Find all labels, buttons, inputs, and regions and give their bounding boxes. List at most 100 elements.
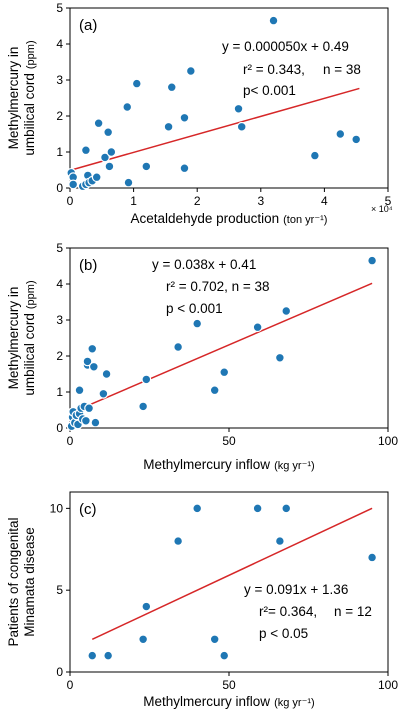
panel-b-ytick-label-4: 4	[56, 277, 63, 291]
panel-b-stats-r2: r² = 0.702, n = 38	[166, 279, 270, 294]
panel-a-point-18	[141, 161, 152, 172]
panel-b-point-22	[173, 342, 184, 352]
panel-b-point-11	[80, 415, 91, 426]
panel-a-point-11	[100, 152, 110, 163]
panel-a-xunit: (ton yr⁻¹)	[283, 214, 327, 226]
panel-b-ytick-label-5: 5	[56, 241, 63, 255]
panel-b-point-14	[84, 403, 94, 414]
svg-text:umbilical cord(ppm): umbilical cord (ppm)	[22, 40, 37, 155]
panel-c-point-7	[219, 650, 230, 661]
panel-b-point-25	[219, 367, 230, 378]
panel-a-equation: y = 0.000050x + 0.49	[222, 39, 349, 54]
panel-c-point-6	[209, 634, 220, 645]
panel-a-point-8	[91, 172, 102, 183]
panel-b: (b) Methylmercury in umbilical cord (ppm)…	[6, 241, 398, 472]
panel-a-point-24	[233, 103, 244, 114]
panel-a-stats-p: p< 0.001	[243, 83, 296, 98]
panel-a-yunit: (ppm)	[25, 40, 37, 69]
svg-text:umbilical cord(ppm): umbilical cord (ppm)	[22, 280, 37, 395]
panel-a-stats-n: n = 38	[323, 62, 361, 77]
panel-b-label: (b)	[79, 257, 97, 274]
panel-a-point-15	[122, 102, 133, 112]
panel-c-xtick-label-2: 100	[378, 678, 398, 692]
panel-c-point-8	[252, 503, 263, 514]
panel-a-label: (a)	[79, 17, 97, 34]
panel-b-point-20	[138, 401, 149, 412]
panel-c-xlabel: Methylmercury inflow	[143, 694, 270, 709]
panel-b-ticks: 0 50 100 0 1 2 3 4 5	[56, 241, 398, 448]
panel-a-ytick-label-5: 5	[56, 1, 63, 15]
panel-a-point-28	[335, 129, 346, 139]
panel-b-stats-p: p < 0.001	[166, 301, 223, 316]
panel-b-point-19	[101, 369, 112, 379]
panel-a-point-13	[104, 161, 115, 172]
panel-b-point-15	[87, 343, 98, 354]
panel-b-xtick-label-2: 100	[378, 434, 398, 448]
panel-b-point-13	[82, 356, 93, 367]
panel-a-point-2	[68, 179, 79, 190]
panel-b-ytick-label-2: 2	[56, 349, 63, 363]
panel-c-ylabel-line1: Patients of congenital	[6, 517, 21, 646]
panel-b-regression-line	[69, 282, 373, 414]
panel-c-points	[87, 503, 378, 661]
panel-a: (a) Methylmercury in umbilical cord (ppm)…	[6, 1, 393, 226]
panel-b-point-16	[88, 361, 99, 372]
panel-a-point-9	[80, 145, 91, 156]
panel-b-ylabel-line2-group: umbilical cord (ppm)	[22, 280, 37, 395]
panel-a-stats-r2: r² = 0.343,	[243, 62, 305, 77]
panel-c-point-3	[141, 601, 152, 612]
panel-b-point-27	[274, 352, 285, 363]
panel-a-ylabel-line2-group: umbilical cord (ppm)	[22, 40, 37, 155]
panel-a-point-16	[123, 177, 134, 188]
panel-c-xtick-label-0: 0	[67, 678, 74, 692]
panel-c-point-1	[103, 650, 114, 661]
panel-b-xtick-label-1: 50	[222, 434, 236, 448]
panel-a-ylabel-line1: Methylmercury in	[6, 47, 21, 150]
panel-c-equation: y = 0.091x + 1.36	[244, 582, 348, 597]
panel-a-xtick-label-0: 0	[67, 194, 74, 208]
panel-b-frame	[69, 247, 389, 429]
panel-c-ytick-label-0: 0	[56, 665, 63, 679]
panel-a-ytick-label-4: 4	[56, 37, 63, 51]
panel-a-fit	[69, 87, 360, 172]
panel-b-yunit: (ppm)	[25, 280, 37, 309]
panel-a-xtick-label-1: 1	[130, 194, 137, 208]
panel-b-xunit: (kg yr⁻¹)	[274, 460, 315, 472]
panel-a-regression-line	[69, 87, 360, 172]
panel-c-xlabel-group: Methylmercury inflow (kg yr⁻¹)	[143, 694, 314, 709]
panel-b-point-23	[192, 318, 203, 329]
panel-c-label: (c)	[79, 501, 97, 518]
panel-a-ytick-label-1: 1	[56, 145, 63, 159]
panel-b-ytick-label-3: 3	[56, 313, 63, 327]
panel-b-ytick-label-0: 0	[56, 421, 63, 435]
panel-a-point-22	[179, 163, 190, 174]
panel-a-point-19	[163, 121, 174, 132]
panel-a-xtick-label-3: 3	[257, 194, 264, 208]
panel-a-ytick-label-3: 3	[56, 73, 63, 87]
panel-a-xlabel: Acetaldehyde production	[131, 211, 280, 226]
panel-c-ylabel-line2: Minamata disease	[22, 527, 37, 637]
panel-b-point-18	[98, 388, 109, 399]
panel-c-xunit: (kg yr⁻¹)	[274, 697, 315, 709]
panel-b-xlabel-group: Methylmercury inflow (kg yr⁻¹)	[143, 457, 314, 472]
panel-a-point-23	[185, 66, 196, 76]
panel-c-point-10	[281, 503, 292, 514]
panel-c-ticks: 0 50 100 0 5 10	[50, 501, 399, 692]
panel-b-ytick-label-1: 1	[56, 385, 63, 399]
panel-b-point-24	[209, 385, 220, 396]
panel-a-point-12	[103, 127, 114, 138]
panel-a-point-20	[166, 82, 177, 93]
panel-b-point-26	[252, 322, 263, 333]
panel-a-point-29	[351, 134, 362, 145]
panel-a-xlabel-group: Acetaldehyde production (ton yr⁻¹)	[131, 211, 328, 226]
panel-a-points	[66, 15, 362, 192]
panel-c-point-2	[138, 634, 149, 645]
panel-a-ylabel-line2: umbilical cord	[22, 73, 37, 156]
panel-a-frame	[69, 7, 389, 189]
panel-a-point-14	[106, 147, 117, 157]
panel-b-ylabel-line2: umbilical cord	[22, 313, 37, 396]
panel-b-point-28	[281, 306, 292, 316]
panel-b-point-17	[90, 417, 101, 428]
panel-c-point-0	[87, 650, 98, 661]
panel-a-point-21	[179, 112, 190, 123]
